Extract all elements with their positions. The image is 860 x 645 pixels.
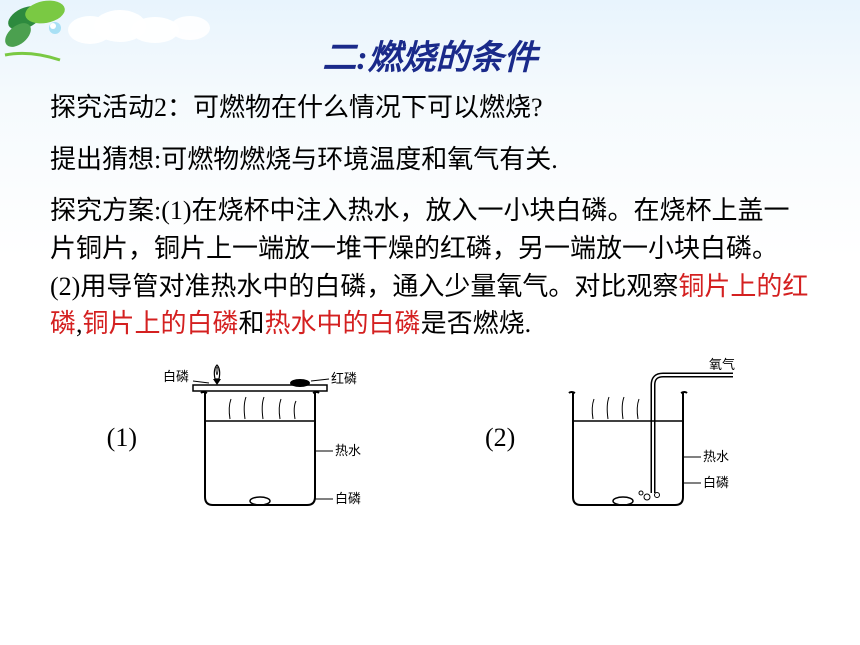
label-hot-water-1: 热水 xyxy=(335,443,361,458)
diagram-2-block: (2) 氧气 xyxy=(485,357,753,517)
decorative-header xyxy=(0,0,110,80)
label-hot-water-2: 热水 xyxy=(703,449,729,464)
cloud-decoration xyxy=(60,8,280,48)
tail-text: 是否燃烧. xyxy=(421,309,532,338)
content-body: 探究活动2：可燃物在什么情况下可以燃烧? 提出猜想:可燃物燃烧与环境温度和氧气有… xyxy=(0,79,860,517)
label-red-p: 红磷 xyxy=(331,371,357,386)
diagram-2: 氧气 热水 xyxy=(523,357,753,517)
highlight-white-phosphorus-water: 热水中的白磷 xyxy=(265,309,421,338)
label-white-p-top: 白磷 xyxy=(163,369,189,384)
diagram-2-number: (2) xyxy=(485,419,515,457)
hypothesis-text: 提出猜想:可燃物燃烧与环境温度和氧气有关. xyxy=(50,141,810,179)
label-white-p-bottom-2: 白磷 xyxy=(703,475,729,490)
label-white-p-bottom-1: 白磷 xyxy=(335,491,361,506)
highlight-white-phosphorus-copper: 铜片上的白磷 xyxy=(83,309,239,338)
diagram-1-number: (1) xyxy=(107,419,137,457)
activity-label: 探究活动2：可燃物在什么情况下可以燃烧? xyxy=(50,89,810,127)
diagram-row: (1) 白磷 红磷 xyxy=(50,357,810,517)
diagram-1: 白磷 红磷 xyxy=(145,357,375,517)
plan-text: 探究方案:(1)在烧杯中注入热水，放入一小块白磷。在烧杯上盖一片铜片，铜片上一端… xyxy=(50,192,810,343)
diagram-1-block: (1) 白磷 红磷 xyxy=(107,357,375,517)
mid-text: 和 xyxy=(239,309,265,338)
label-oxygen: 氧气 xyxy=(709,357,735,372)
